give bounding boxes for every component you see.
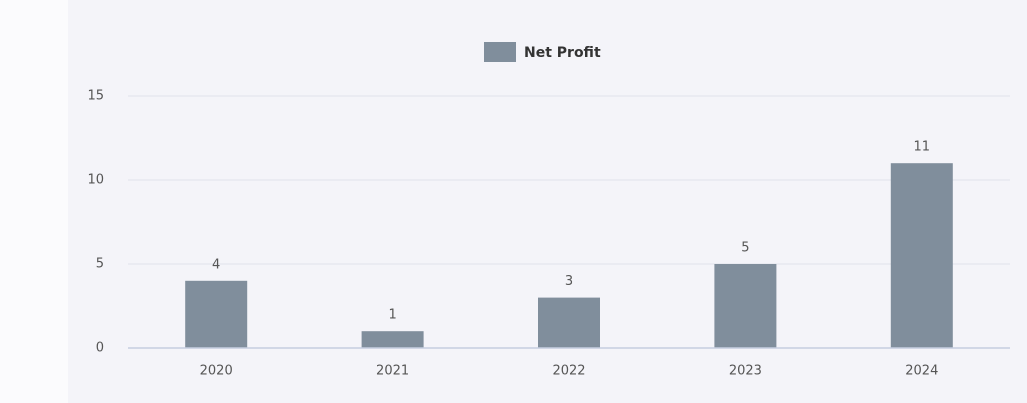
y-tick-label: 5 bbox=[96, 257, 104, 272]
legend-label: Net Profit bbox=[524, 45, 601, 61]
data-label: 5 bbox=[741, 241, 749, 256]
x-tick-label: 2024 bbox=[905, 364, 938, 379]
data-label: 1 bbox=[388, 308, 396, 323]
y-tick-label: 15 bbox=[87, 89, 104, 104]
bar bbox=[185, 280, 248, 348]
bar bbox=[714, 264, 777, 348]
data-label: 4 bbox=[212, 257, 220, 272]
y-tick-label: 0 bbox=[96, 341, 104, 356]
x-tick-label: 2020 bbox=[200, 364, 233, 379]
bar bbox=[361, 331, 424, 348]
legend-swatch bbox=[484, 42, 516, 62]
bar bbox=[538, 297, 600, 348]
x-tick-label: 2022 bbox=[552, 364, 585, 379]
data-label: 3 bbox=[565, 274, 573, 289]
data-label: 11 bbox=[914, 140, 931, 155]
legend: Net Profit bbox=[484, 42, 601, 62]
y-tick-label: 10 bbox=[87, 173, 104, 188]
x-tick-label: 2021 bbox=[376, 364, 409, 379]
side-strip bbox=[0, 0, 68, 403]
x-tick-label: 2023 bbox=[729, 364, 762, 379]
bar bbox=[890, 163, 953, 348]
